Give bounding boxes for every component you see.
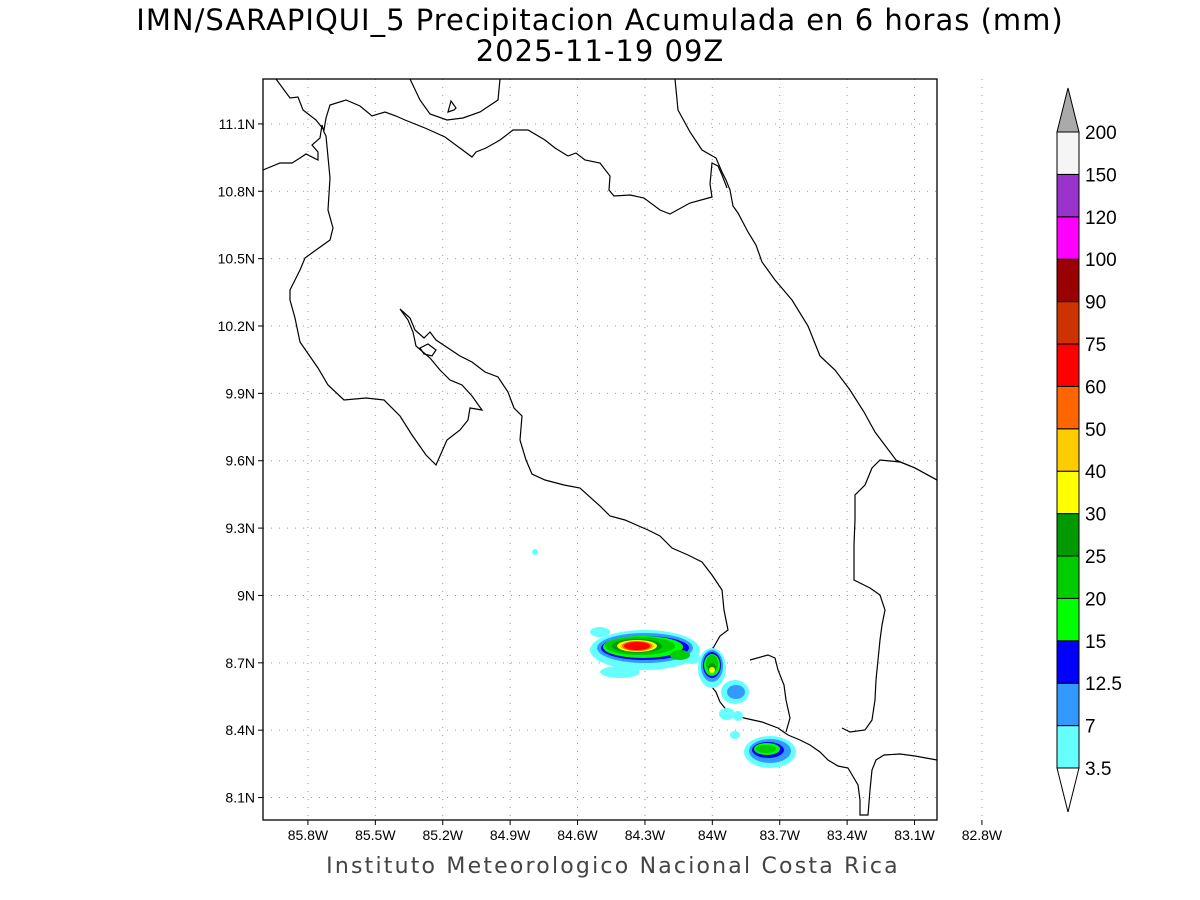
precipitation-colorbar: 3.5 7 12.5 15 20 25 30 40 50 60 75 90 100 120 150 200 bbox=[1057, 88, 1122, 812]
panama-border bbox=[842, 460, 937, 732]
yaxis-tick-label: 11.1N bbox=[219, 116, 255, 132]
xaxis-tick-label: 85.2W bbox=[422, 827, 463, 843]
colorbar-level-label: 120 bbox=[1085, 208, 1117, 229]
precip-cell-3.5 bbox=[719, 708, 735, 720]
coastline-pacific-north bbox=[263, 125, 788, 735]
colorbar-level-label: 75 bbox=[1085, 335, 1106, 356]
xaxis-tick-label: 83.1W bbox=[894, 827, 935, 843]
xaxis-tick-label: 84.9W bbox=[490, 827, 531, 843]
colorbar-level-label: 100 bbox=[1085, 250, 1117, 271]
colorbar-swatch bbox=[1057, 386, 1079, 428]
yaxis-tick-label: 9N bbox=[237, 587, 255, 603]
coastline-borders bbox=[263, 79, 937, 815]
precip-cell-30 bbox=[709, 667, 715, 673]
yaxis-tick-label: 9.3N bbox=[225, 520, 255, 536]
colorbar-swatch bbox=[1057, 683, 1079, 725]
nicoya-island bbox=[420, 344, 436, 356]
precip-cell-20 bbox=[670, 650, 690, 660]
yaxis-tick-label: 9.6N bbox=[225, 453, 255, 469]
colorbar-extend-min bbox=[1057, 768, 1079, 812]
small-island-north bbox=[448, 101, 456, 112]
colorbar-level-label: 60 bbox=[1085, 377, 1106, 398]
precip-cell-7 bbox=[727, 685, 745, 699]
colorbar-level-label: 7 bbox=[1085, 717, 1096, 738]
colorbar-level-label: 25 bbox=[1085, 547, 1106, 568]
yaxis-tick-label: 8.1N bbox=[225, 790, 255, 806]
xaxis-tick-label: 84W bbox=[698, 827, 728, 843]
colorbar-level-label: 150 bbox=[1085, 165, 1117, 186]
colorbar-swatch bbox=[1057, 302, 1079, 344]
yaxis-tick-label: 10.5N bbox=[218, 251, 255, 267]
coastline-caribbean-east bbox=[410, 79, 500, 120]
colorbar-level-label: 15 bbox=[1085, 632, 1106, 653]
yaxis-tick-label: 8.4N bbox=[225, 722, 255, 738]
axis-ticks: 85.8W 85.5W 85.2W 84.9W 84.6W 84.3W 84W 83.7W 83… bbox=[218, 116, 1003, 843]
yaxis-tick-label: 8.7N bbox=[225, 655, 255, 671]
colorbar-level-label: 40 bbox=[1085, 462, 1106, 483]
xaxis-tick-label: 83.4W bbox=[827, 827, 868, 843]
xaxis-tick-label: 84.3W bbox=[625, 827, 666, 843]
colorbar-swatch bbox=[1057, 132, 1079, 174]
colorbar-level-label: 20 bbox=[1085, 589, 1106, 610]
map-frame bbox=[263, 79, 937, 820]
colorbar-level-label: 200 bbox=[1085, 123, 1117, 144]
yaxis-tick-label: 10.2N bbox=[218, 318, 255, 334]
colorbar-swatch bbox=[1057, 556, 1079, 598]
precip-cell-3.5 bbox=[730, 731, 740, 739]
colorbar-swatch bbox=[1057, 641, 1079, 683]
yaxis-tick-label: 10.8N bbox=[218, 183, 255, 199]
colorbar-swatch bbox=[1057, 726, 1079, 768]
xaxis-tick-label: 85.5W bbox=[355, 827, 396, 843]
colorbar-swatch bbox=[1057, 429, 1079, 471]
precip-cell-3.5 bbox=[590, 627, 610, 637]
colorbar-level-label: 50 bbox=[1085, 420, 1106, 441]
precip-cell-3.5 bbox=[532, 549, 538, 555]
colorbar-swatch bbox=[1057, 514, 1079, 556]
precip-cell-3.5 bbox=[600, 666, 640, 678]
footer-credit: Instituto Meteorologico Nacional Costa R… bbox=[0, 854, 1200, 879]
precip-cell-60 bbox=[624, 642, 650, 650]
colorbar-swatch bbox=[1057, 217, 1079, 259]
coastline-caribbean-north bbox=[276, 79, 727, 214]
precip-cell-3.5 bbox=[733, 711, 743, 721]
xaxis-tick-label: 85.8W bbox=[288, 827, 329, 843]
precip-cell-20 bbox=[756, 745, 776, 753]
yaxis-tick-label: 9.9N bbox=[225, 385, 255, 401]
xaxis-tick-label: 83.7W bbox=[759, 827, 800, 843]
colorbar-level-label: 90 bbox=[1085, 293, 1106, 314]
colorbar-level-label: 12.5 bbox=[1085, 674, 1122, 695]
xaxis-tick-label: 84.6W bbox=[557, 827, 598, 843]
colorbar-swatch bbox=[1057, 598, 1079, 640]
colorbar-level-label: 3.5 bbox=[1085, 759, 1111, 780]
colorbar-swatch bbox=[1057, 174, 1079, 216]
xaxis-tick-label: 82.8W bbox=[962, 827, 1003, 843]
colorbar-swatch bbox=[1057, 259, 1079, 301]
colorbar-swatch bbox=[1057, 471, 1079, 513]
colorbar-extend-max bbox=[1057, 88, 1079, 132]
colorbar-swatch bbox=[1057, 344, 1079, 386]
coastline-northeast bbox=[675, 79, 937, 480]
colorbar-level-label: 30 bbox=[1085, 505, 1106, 526]
